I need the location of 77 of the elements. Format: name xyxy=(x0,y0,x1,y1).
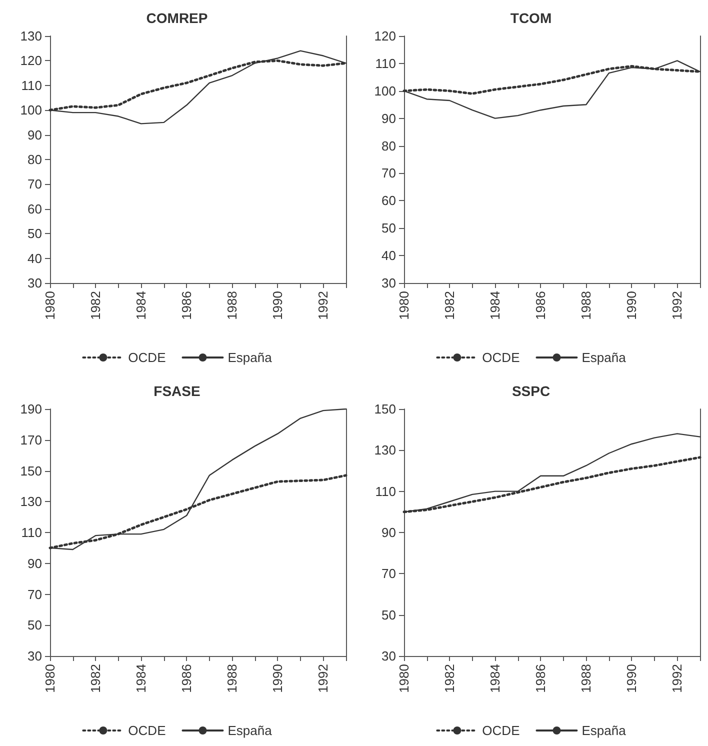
y-tick-label: 110 xyxy=(21,525,42,540)
y-tick-label: 100 xyxy=(20,102,42,118)
legend-label: OCDE xyxy=(128,350,166,365)
y-tick-label: 100 xyxy=(374,83,396,98)
x-tick-label: 1990 xyxy=(624,664,640,693)
y-tick-label: 30 xyxy=(382,648,396,664)
x-tick-label: 1990 xyxy=(270,664,286,693)
x-tick-label: 1988 xyxy=(224,664,240,693)
chart-title: FSASE xyxy=(154,383,200,399)
y-tick-label: 130 xyxy=(20,28,42,44)
y-tick-label: 60 xyxy=(382,193,396,208)
x-tick-label: 1992 xyxy=(670,664,685,693)
y-tick-label: 120 xyxy=(20,53,42,68)
x-tick-label: 1980 xyxy=(396,664,412,693)
x-tick-label: 1988 xyxy=(224,291,240,320)
y-tick-label: 170 xyxy=(20,432,42,448)
y-tick-label: 190 xyxy=(20,402,42,416)
y-tick-label: 110 xyxy=(375,56,396,71)
x-tick-label: 1980 xyxy=(396,291,412,320)
chart-title: TCOM xyxy=(510,10,552,26)
legend-label: España xyxy=(582,723,627,738)
x-tick-label: 1982 xyxy=(88,291,104,320)
y-tick-label: 30 xyxy=(382,276,396,290)
y-tick-label: 50 xyxy=(382,607,396,622)
x-tick-label: 1986 xyxy=(533,664,548,693)
x-tick-label: 1984 xyxy=(134,291,149,320)
y-tick-label: 50 xyxy=(28,618,42,633)
legend-label: OCDE xyxy=(128,723,166,738)
y-tick-label: 150 xyxy=(374,402,396,416)
x-tick-label: 1990 xyxy=(624,291,640,320)
y-tick-label: 90 xyxy=(382,525,396,540)
x-tick-label: 1986 xyxy=(533,291,548,320)
legend-label: España xyxy=(228,723,273,738)
y-tick-label: 130 xyxy=(374,442,396,458)
chart-title: COMREP xyxy=(146,10,208,26)
legend-label: España xyxy=(582,350,627,365)
y-tick-label: 60 xyxy=(28,201,42,216)
y-tick-label: 30 xyxy=(28,648,42,664)
y-tick-label: 40 xyxy=(382,248,396,264)
x-tick-label: 1982 xyxy=(442,291,458,320)
legend-label: OCDE xyxy=(482,350,520,365)
y-tick-label: 50 xyxy=(382,220,396,236)
x-tick-label: 1986 xyxy=(179,291,194,320)
legend-label: OCDE xyxy=(482,723,520,738)
y-tick-label: 30 xyxy=(28,276,42,290)
y-tick-label: 80 xyxy=(28,152,42,167)
y-tick-label: 150 xyxy=(20,463,42,478)
x-tick-label: 1990 xyxy=(270,291,286,320)
y-tick-label: 70 xyxy=(382,566,396,582)
y-tick-label: 110 xyxy=(21,78,42,93)
legend-label: España xyxy=(228,350,273,365)
x-tick-label: 1980 xyxy=(42,664,58,693)
y-tick-label: 50 xyxy=(28,226,42,242)
y-tick-label: 110 xyxy=(375,484,396,499)
y-tick-label: 120 xyxy=(374,28,396,44)
x-tick-label: 1992 xyxy=(316,291,331,320)
x-tick-label: 1992 xyxy=(316,664,331,693)
x-tick-label: 1986 xyxy=(179,664,194,693)
y-tick-label: 130 xyxy=(20,494,42,510)
y-tick-label: 90 xyxy=(28,127,42,142)
y-tick-label: 70 xyxy=(28,176,42,192)
x-tick-label: 1984 xyxy=(134,664,149,693)
x-tick-label: 1988 xyxy=(578,664,594,693)
x-tick-label: 1992 xyxy=(670,291,685,320)
y-tick-label: 80 xyxy=(382,138,396,154)
x-tick-label: 1984 xyxy=(488,291,503,320)
x-tick-label: 1984 xyxy=(488,664,503,693)
x-tick-label: 1980 xyxy=(42,291,58,320)
x-tick-label: 1982 xyxy=(442,664,458,693)
y-tick-label: 90 xyxy=(382,110,396,126)
y-tick-label: 70 xyxy=(382,166,396,181)
y-tick-label: 90 xyxy=(28,556,42,571)
x-tick-label: 1988 xyxy=(578,291,594,320)
x-tick-label: 1982 xyxy=(88,664,104,693)
chart-title: SSPC xyxy=(512,383,550,399)
y-tick-label: 70 xyxy=(28,586,42,602)
y-tick-label: 40 xyxy=(28,250,42,266)
